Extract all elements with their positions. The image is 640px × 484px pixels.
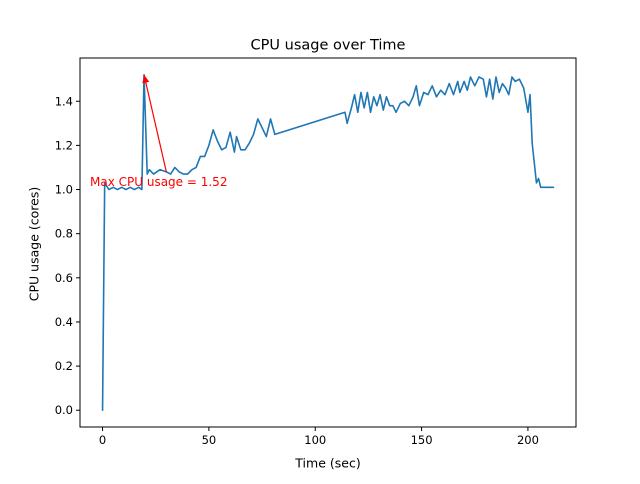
y-tick-label: 0.2 (55, 359, 73, 373)
annotation-arrow-head (142, 74, 150, 84)
y-axis-label: CPU usage (cores) (27, 187, 42, 301)
y-axis: 0.0 0.2 0.4 0.6 0.8 1.0 1.2 1.4 (55, 94, 80, 417)
y-tick-label: 0.8 (55, 227, 73, 241)
x-tick-label: 150 (411, 433, 433, 447)
max-annotation-label: Max CPU usage = 1.52 (90, 175, 227, 189)
series-line-0 (101, 73, 555, 412)
x-tick-label: 50 (202, 433, 217, 447)
y-tick-label: 1.0 (55, 183, 73, 197)
x-tick-label: 0 (99, 433, 106, 447)
annotation-arrow-line (143, 74, 167, 173)
y-tick-label: 1.2 (55, 138, 73, 152)
x-axis: 0 50 100 150 200 (99, 427, 539, 447)
y-tick-label: 0.4 (55, 315, 73, 329)
y-tick-label: 0.0 (55, 403, 73, 417)
chart-title: CPU usage over Time (251, 38, 406, 54)
axes-frame (79, 57, 577, 428)
x-tick-label: 200 (517, 433, 539, 447)
y-tick-label: 0.6 (55, 271, 73, 285)
plot-area (101, 73, 555, 412)
y-tick-label: 1.4 (55, 94, 73, 108)
x-axis-label: Time (sec) (294, 456, 360, 471)
x-tick-label: 100 (304, 433, 326, 447)
